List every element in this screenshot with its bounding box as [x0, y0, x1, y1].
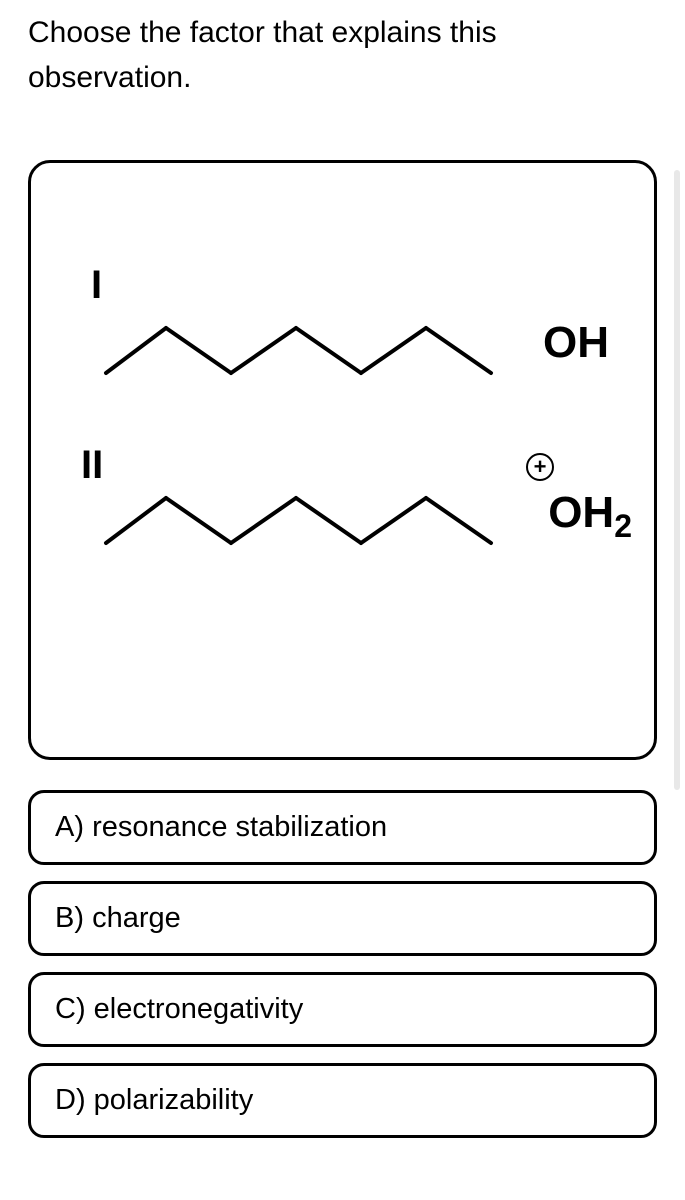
structure-II-skeleton — [31, 163, 651, 763]
structures-diagram: I OH II + OH2 — [28, 160, 657, 760]
structure-II-end-group: OH2 — [548, 488, 632, 545]
option-C[interactable]: C) electronegativity — [28, 972, 657, 1047]
option-C-label: C) electronegativity — [55, 993, 303, 1025]
charge-plus-icon: + — [526, 453, 554, 481]
option-D[interactable]: D) polarizability — [28, 1063, 657, 1138]
option-B-label: B) charge — [55, 902, 181, 934]
option-D-label: D) polarizability — [55, 1084, 253, 1116]
option-B[interactable]: B) charge — [28, 881, 657, 956]
option-A[interactable]: A) resonance stabilization — [28, 790, 657, 865]
option-A-label: A) resonance stabilization — [55, 811, 387, 843]
scrollbar[interactable] — [674, 170, 680, 790]
question-text: Choose the factor that explains this obs… — [28, 10, 657, 100]
